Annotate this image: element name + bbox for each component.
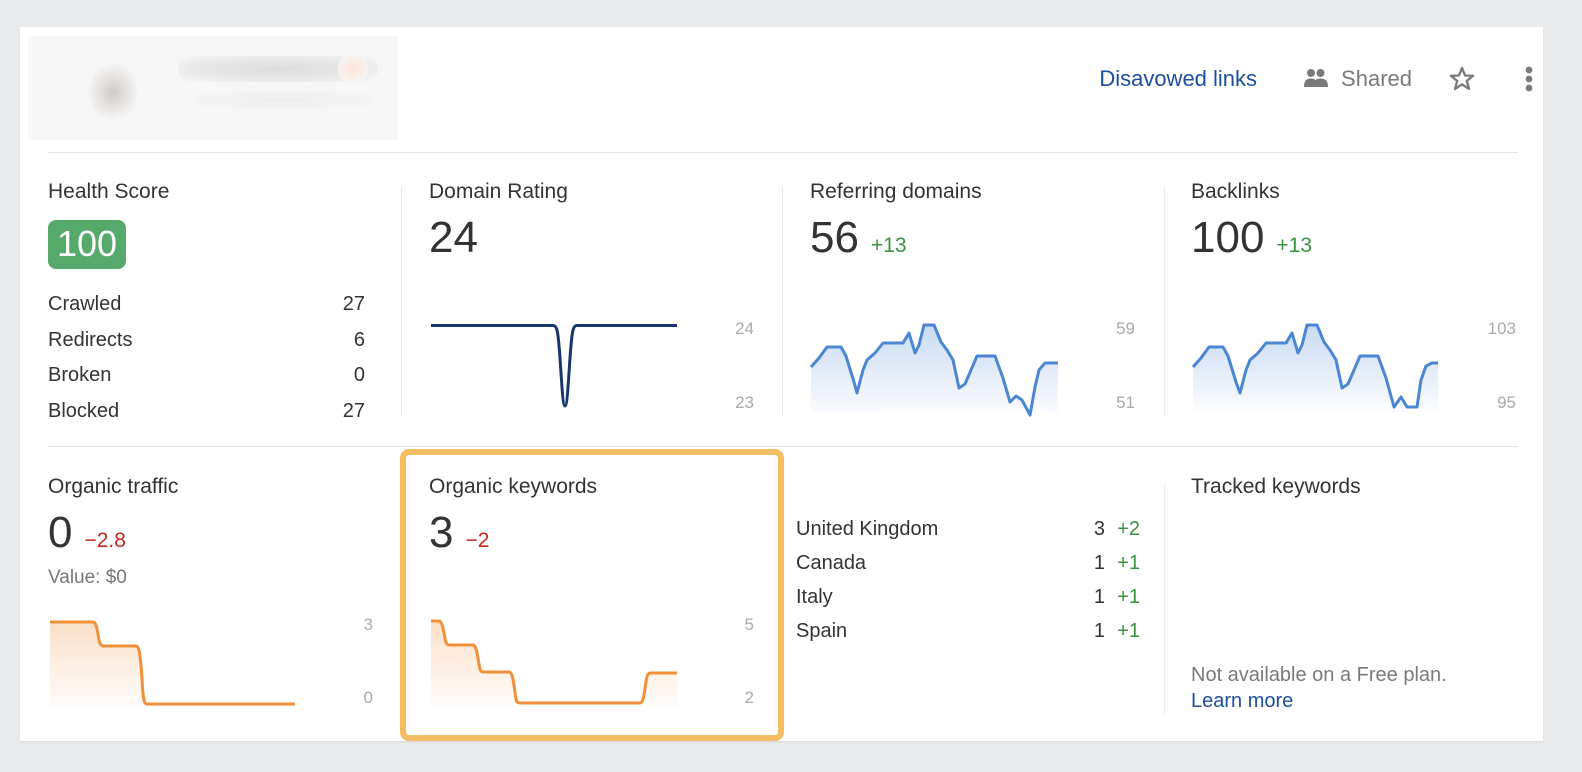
organic-keywords-delta: −2 (465, 529, 490, 552)
country-name: Italy (796, 586, 833, 608)
axis-min-label: 2 (744, 688, 754, 707)
country-name: Canada (796, 552, 867, 574)
stat-label: Blocked (48, 399, 120, 422)
backlinks-delta: +13 (1276, 234, 1313, 257)
country-name: Spain (796, 620, 848, 642)
disavowed-links-link[interactable]: Disavowed links (1099, 66, 1258, 91)
health-score-badge: 100 (48, 220, 127, 269)
country-count: 1 (1093, 620, 1105, 642)
axis-max-label: 3 (363, 615, 373, 634)
referring-domains-value: 56 (810, 213, 859, 262)
referring-domains-widget[interactable]: Referring domains 56 +13 (810, 180, 982, 260)
stat-label: Redirects (48, 328, 133, 351)
country-row-united-kingdom[interactable]: United Kingdom 3 +2 (796, 512, 1140, 546)
stat-value: 27 (342, 293, 365, 315)
organic-keywords-title: Organic keywords (429, 475, 598, 498)
status-dot-icon (338, 54, 368, 84)
shared-button[interactable]: Shared (1303, 66, 1412, 92)
column-separator (401, 186, 402, 416)
domain-rating-title: Domain Rating (429, 180, 568, 203)
keywords-by-country: United Kingdom 3 +2 Canada 1 +1 Italy 1 … (796, 512, 1140, 648)
crawl-stats: Crawled 27 Redirects 6 Broken 0 Blocked … (48, 287, 365, 429)
site-logo-blurred (28, 36, 398, 140)
favicon-icon (88, 64, 138, 120)
country-count: 3 (1093, 518, 1105, 540)
country-row-italy[interactable]: Italy 1 +1 (796, 580, 1140, 614)
backlinks-widget[interactable]: Backlinks 100 +13 (1191, 180, 1312, 260)
referring-domains-sparkline (809, 323, 1058, 417)
stat-value: 27 (342, 399, 365, 422)
stat-label: Broken (48, 364, 112, 386)
tracked-keywords-notice: Not available on a Free plan. Learn more (1191, 662, 1447, 714)
stat-value: 0 (353, 364, 365, 386)
country-row-spain[interactable]: Spain 1 +1 (796, 614, 1140, 648)
organic-keywords-highlight (400, 449, 784, 741)
axis-min-label: 23 (735, 393, 754, 412)
tracked-keywords-title: Tracked keywords (1191, 475, 1361, 498)
axis-min-label: 51 (1116, 393, 1135, 412)
organic-traffic-value: 0 (48, 508, 73, 557)
country-row-canada[interactable]: Canada 1 +1 (796, 546, 1140, 580)
organic-traffic-title: Organic traffic (48, 475, 179, 498)
site-url-blurred (193, 92, 373, 108)
country-delta: +1 (1117, 620, 1140, 642)
domain-rating-sparkline (431, 324, 677, 408)
column-separator (1164, 484, 1165, 714)
header-actions: Disavowed links Shared (1099, 60, 1534, 98)
country-name: United Kingdom (796, 518, 939, 540)
organic-keywords-sparkline (431, 619, 677, 708)
stat-row-broken[interactable]: Broken 0 (48, 358, 365, 394)
free-plan-note: Not available on a Free plan. (1191, 664, 1447, 686)
backlinks-title: Backlinks (1191, 180, 1280, 203)
stat-row-crawled[interactable]: Crawled 27 (48, 287, 365, 323)
stat-row-redirects[interactable]: Redirects 6 (48, 323, 365, 359)
domain-rating-widget[interactable]: Domain Rating 24 (429, 180, 568, 260)
stat-value: 6 (353, 328, 365, 351)
country-delta: +2 (1117, 518, 1140, 540)
star-outline-icon (1449, 66, 1475, 91)
organic-keywords-value: 3 (429, 508, 454, 557)
axis-max-label: 59 (1116, 319, 1135, 338)
learn-more-link[interactable]: Learn more (1191, 690, 1294, 712)
column-separator (782, 186, 783, 416)
column-separator (1164, 186, 1165, 416)
shared-label: Shared (1341, 66, 1412, 91)
header-divider (48, 152, 1518, 153)
tracked-keywords-widget: Tracked keywords (1191, 475, 1361, 499)
health-score-widget[interactable]: Health Score 100 Crawled 27 Redirects 6 … (48, 180, 365, 429)
axis-max-label: 5 (744, 615, 754, 634)
backlinks-value: 100 (1191, 213, 1265, 262)
country-count: 1 (1093, 552, 1105, 574)
axis-min-label: 95 (1497, 393, 1516, 412)
axis-max-label: 103 (1487, 319, 1516, 338)
referring-domains-delta: +13 (870, 234, 907, 257)
backlinks-sparkline (1191, 323, 1438, 412)
axis-max-label: 24 (735, 319, 754, 338)
health-score-title: Health Score (48, 180, 170, 203)
users-icon (1304, 69, 1329, 87)
organic-traffic-sparkline (50, 620, 295, 708)
country-delta: +1 (1117, 586, 1140, 608)
country-count: 1 (1093, 586, 1105, 608)
referring-domains-title: Referring domains (810, 180, 982, 203)
organic-traffic-delta: −2.8 (84, 529, 126, 552)
traffic-value-note: Value: $0 (48, 567, 127, 588)
country-delta: +1 (1117, 552, 1140, 574)
row-divider (48, 446, 1518, 447)
more-vertical-icon (1525, 66, 1533, 92)
stat-row-blocked[interactable]: Blocked 27 (48, 394, 365, 430)
more-options-button[interactable] (1524, 65, 1534, 93)
organic-traffic-widget[interactable]: Organic traffic 0 −2.8 Value: $0 (48, 475, 178, 589)
axis-min-label: 0 (363, 688, 373, 707)
favorite-button[interactable] (1448, 65, 1476, 93)
domain-rating-value: 24 (429, 213, 478, 262)
organic-keywords-widget[interactable]: Organic keywords 3 −2 (429, 475, 597, 555)
stat-label: Crawled (48, 293, 122, 315)
